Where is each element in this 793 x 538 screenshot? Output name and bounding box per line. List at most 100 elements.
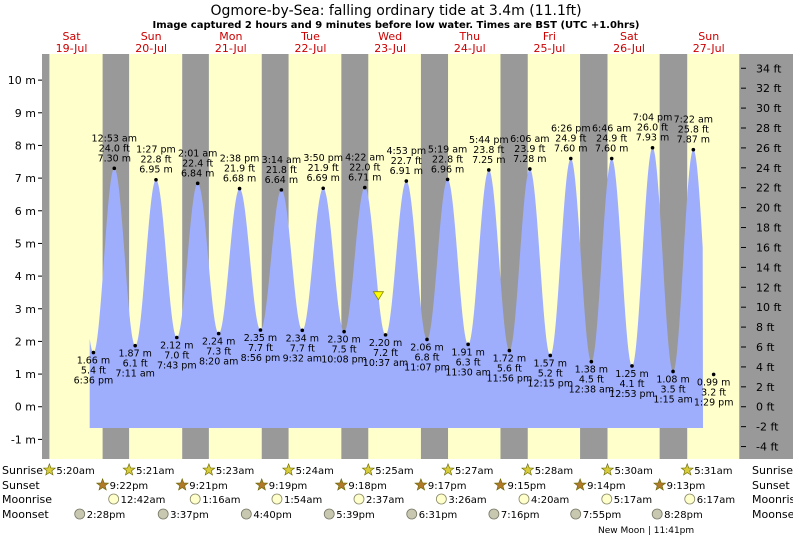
low-tide-m_label: 2.35 m (244, 333, 277, 344)
low-tide-m_label: 2.12 m (160, 341, 193, 352)
y-tick-label-m: 10 m (8, 74, 36, 87)
low-tide-ft: 3.5 ft (661, 384, 686, 395)
sunrise-time: 5:28am (535, 466, 573, 477)
extreme-point (300, 328, 305, 333)
new-moon-note: New Moon | 11:41pm (598, 526, 694, 536)
low-tide-m_label: 2.24 m (202, 337, 235, 348)
day-date: 19-Jul (56, 42, 88, 55)
moonrise-icon (601, 493, 613, 505)
moonset-time: 7:55pm (583, 510, 622, 521)
high-tide-ft: 23.9 ft (514, 144, 545, 155)
low-tide-ft: 7.5 ft (332, 345, 357, 356)
moonset-time: 8:28pm (664, 510, 703, 521)
sunrise-time: 5:31am (694, 466, 732, 477)
high-tide-time: 4:22 am (345, 153, 384, 164)
y-tick-label-m: 5 m (15, 237, 36, 250)
extreme-point (91, 350, 96, 355)
low-tide-m_label: 1.08 m (656, 374, 689, 385)
moonset-icon (406, 508, 418, 520)
moonrise-time: 4:20am (531, 495, 569, 506)
high-tide-time: 7:22 am (674, 115, 713, 126)
sunset-icon (573, 477, 587, 491)
high-tide-m_label: 6.64 m (265, 175, 298, 186)
low-tide-time: 12:53 pm (609, 389, 655, 400)
low-tide-ft: 7.2 ft (373, 348, 398, 359)
high-tide-m_label: 6.71 m (348, 173, 381, 184)
high-tide-m_label: 6.84 m (181, 168, 214, 179)
sunset-icon (334, 477, 349, 491)
moonrise-time: 1:54am (284, 495, 322, 506)
extreme-point (195, 181, 200, 186)
y-tick-label-ft: 24 ft (756, 162, 782, 175)
sunrise-icon (600, 462, 615, 476)
low-tide-time: 6:36 pm (74, 376, 114, 387)
extreme-point (568, 156, 573, 161)
moonrise-time: 5:17am (614, 495, 652, 506)
low-tide-time: 11:56 pm (487, 374, 533, 385)
high-tide-time: 6:26 pm (551, 124, 591, 135)
y-tick-label-ft: 2 ft (756, 381, 775, 394)
moonset-time: 7:16pm (501, 510, 540, 521)
day-name: Sun (698, 30, 719, 43)
extreme-point (671, 369, 675, 374)
high-tide-m_label: 6.91 m (390, 166, 423, 177)
high-tide-time: 2:38 pm (220, 154, 260, 165)
y-tick-label-ft: 18 ft (756, 222, 782, 235)
row-label-left: Sunset (2, 479, 40, 492)
high-tide-ft: 22.0 ft (349, 163, 380, 174)
y-tick-label-ft: -4 ft (756, 441, 779, 454)
y-axes: -1 m 0 m 1 m 2 m 3 m 4 m 5 m 6 m 7 m 8 m 9 m 10 m -4… (8, 62, 782, 453)
extreme-point (650, 145, 655, 150)
y-tick-label-ft: 22 ft (756, 182, 782, 195)
extreme-point (154, 177, 158, 182)
low-tide-m_label: 1.87 m (118, 349, 151, 360)
y-tick-label-ft: 4 ft (756, 361, 775, 374)
low-tide-time: 10:08 pm (321, 355, 367, 366)
low-tide-m_label: 2.30 m (327, 335, 360, 346)
low-tide-time: 11:30 am (445, 367, 490, 378)
moonrise-time: 12:42am (121, 495, 166, 506)
extreme-point (487, 168, 491, 172)
sunrise-icon (281, 462, 296, 476)
high-tide-ft: 22.8 ft (432, 154, 463, 165)
moonset-icon (488, 508, 500, 520)
tide-water-area (89, 147, 703, 429)
y-tick-label-m: 0 m (15, 401, 36, 414)
day-name: Sat (620, 30, 639, 43)
y-tick-label-ft: 30 ft (756, 102, 782, 115)
row-label-left: Sunrise (2, 464, 43, 477)
row-label-left: Moonrise (2, 493, 52, 506)
y-tick-label-m: 8 m (15, 139, 36, 152)
high-tide-ft: 21.8 ft (266, 165, 297, 176)
high-tide-ft: 24.9 ft (555, 134, 586, 145)
y-tick-label-ft: 6 ft (756, 341, 775, 354)
low-tide-ft: 7.3 ft (206, 347, 231, 358)
sunrise-time: 5:24am (296, 466, 334, 477)
moonset-time: 4:40pm (253, 510, 292, 521)
extreme-point (630, 364, 634, 368)
moonrise-icon (353, 493, 365, 505)
high-tide-m_label: 6.96 m (431, 164, 464, 175)
high-tide-m_label: 7.25 m (472, 155, 505, 166)
moonset-icon (157, 508, 169, 520)
moonrise-time: 3:26am (448, 495, 486, 506)
sunrise-time: 5:23am (216, 466, 254, 477)
high-tide-m_label: 7.93 m (636, 133, 669, 144)
moonrise-icon (271, 493, 283, 505)
tide-area (89, 147, 703, 429)
day-date: 27-Jul (693, 42, 725, 55)
day-date: 20-Jul (135, 42, 167, 55)
extreme-point (425, 337, 429, 342)
tide-labels: Sat19-JulSun20-JulMon21-JulTue22-JulWed2… (56, 30, 734, 408)
extreme-point (174, 335, 179, 340)
low-tide-m_label: 2.20 m (369, 338, 402, 349)
sunrise-icon (441, 462, 455, 476)
high-tide-ft: 22.8 ft (140, 155, 171, 166)
extreme-point (342, 329, 346, 334)
extreme-point (691, 147, 696, 152)
low-tide-ft: 7.7 ft (248, 343, 273, 354)
extreme-point (711, 372, 716, 377)
low-tide-time: 1:29 pm (694, 397, 734, 408)
extreme-point (548, 353, 553, 358)
